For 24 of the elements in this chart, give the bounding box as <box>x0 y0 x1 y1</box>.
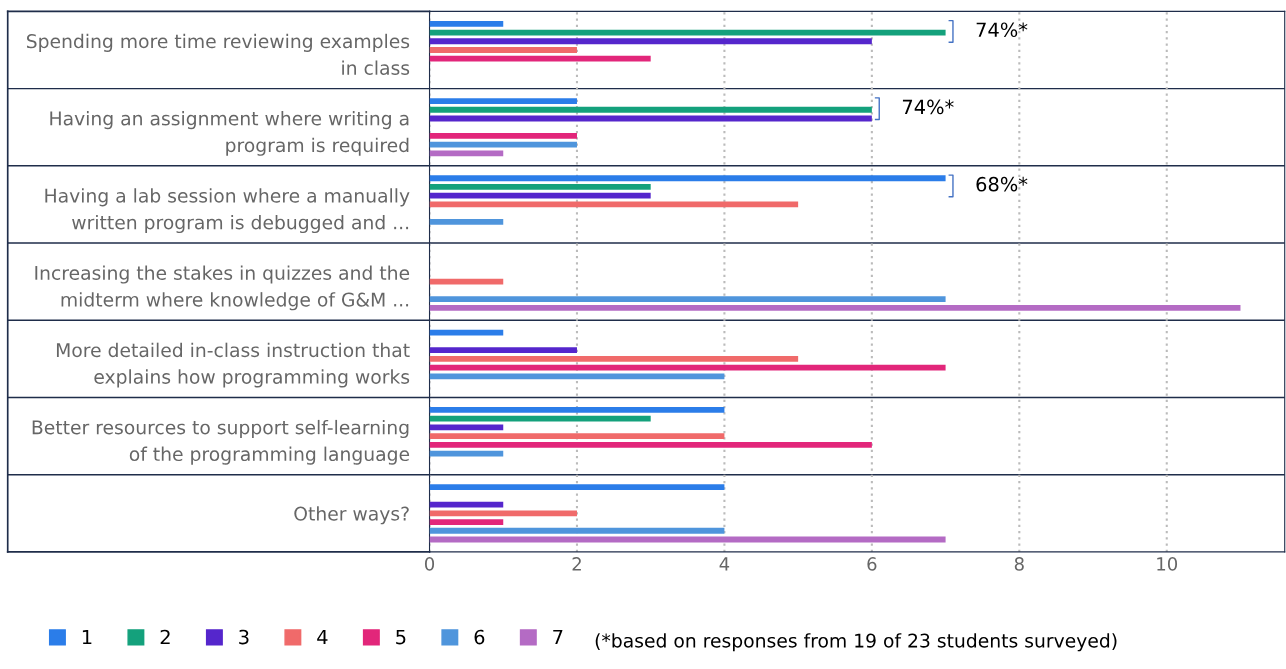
x-tick-label: 8 <box>1014 557 1024 571</box>
legend-label: 6 <box>474 629 485 645</box>
x-tick-label: 10 <box>1157 557 1178 571</box>
legend-label: 2 <box>160 629 170 645</box>
legend-label: 5 <box>396 629 406 645</box>
y-tick-label: Increasing the stakes in quizzes and the midterm where knowledge of G&M ... <box>35 265 410 311</box>
x-tick-label: 2 <box>572 557 581 571</box>
annotation: 68%* <box>976 176 1028 192</box>
text: (*based on responses from 19 of 23 students surveyed) <box>595 633 1117 652</box>
y-tick-label: Spending more time reviewing examples in class <box>26 33 410 75</box>
legend-label: 7 <box>553 629 563 645</box>
x-tick-label: 0 <box>424 557 435 571</box>
legend-label: 4 <box>317 629 328 645</box>
legend-label: 3 <box>239 629 249 645</box>
y-tick-label: Having a lab session where a manually written program is debugged and ... <box>45 188 410 234</box>
y-tick-label: More detailed in-class instruction that explains how programming works <box>56 342 410 388</box>
y-tick-label: Better resources to support self-learning of the programming language <box>32 419 410 465</box>
legend-label: 1 <box>82 629 92 645</box>
y-tick-label: Having an assignment where writing a program is required <box>50 111 409 156</box>
y-tick-label: Other ways? <box>294 506 409 525</box>
annotation: 74%* <box>902 99 954 115</box>
annotation: 74%* <box>976 22 1028 38</box>
x-tick-label: 6 <box>867 557 877 571</box>
x-tick-label: 4 <box>719 557 730 571</box>
